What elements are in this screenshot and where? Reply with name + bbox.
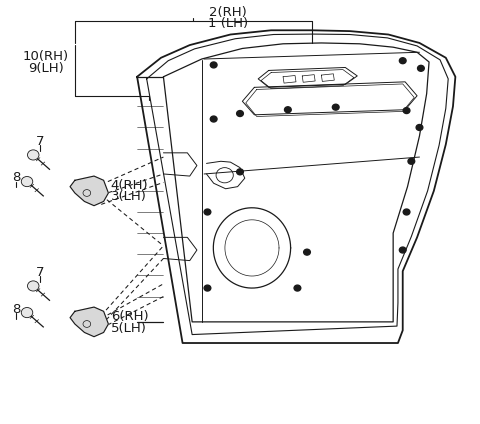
Circle shape <box>210 116 217 122</box>
Text: 5(LH): 5(LH) <box>111 322 147 335</box>
Polygon shape <box>70 176 108 206</box>
Circle shape <box>204 209 211 215</box>
Circle shape <box>237 111 243 117</box>
Text: 10(RH): 10(RH) <box>23 50 69 63</box>
Circle shape <box>403 209 410 215</box>
Circle shape <box>418 65 424 71</box>
Text: 3(LH): 3(LH) <box>111 190 147 203</box>
Polygon shape <box>70 307 108 337</box>
Text: 8: 8 <box>12 171 20 184</box>
Text: 1 (LH): 1 (LH) <box>208 17 248 31</box>
Text: 7: 7 <box>36 134 44 148</box>
Circle shape <box>210 62 217 68</box>
Circle shape <box>285 107 291 113</box>
Circle shape <box>27 281 39 291</box>
Circle shape <box>304 249 311 255</box>
Circle shape <box>21 176 33 187</box>
Text: 7: 7 <box>36 265 44 279</box>
Circle shape <box>21 307 33 318</box>
Circle shape <box>237 169 243 175</box>
Circle shape <box>408 158 415 164</box>
Text: 4(RH): 4(RH) <box>111 179 148 192</box>
Circle shape <box>204 285 211 291</box>
Circle shape <box>399 247 406 253</box>
Circle shape <box>399 58 406 64</box>
Circle shape <box>294 285 301 291</box>
Circle shape <box>27 150 39 160</box>
Circle shape <box>403 108 410 114</box>
Circle shape <box>416 125 423 131</box>
Text: 2(RH): 2(RH) <box>209 6 247 19</box>
Text: 9(LH): 9(LH) <box>28 62 64 75</box>
Text: 6(RH): 6(RH) <box>111 310 148 324</box>
Text: 8: 8 <box>12 303 20 316</box>
Circle shape <box>332 104 339 110</box>
